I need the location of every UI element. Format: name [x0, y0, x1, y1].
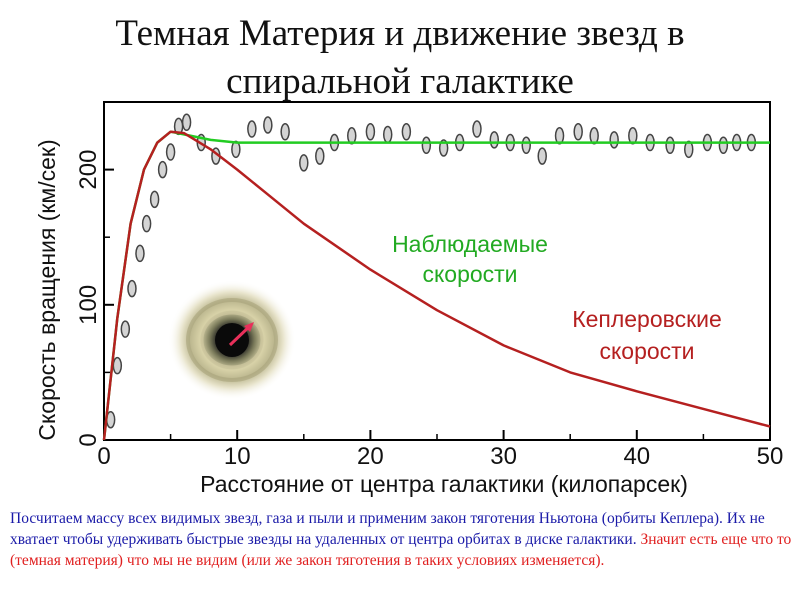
observed-star-point — [573, 122, 583, 141]
observed-star-point — [247, 120, 257, 138]
y-axis-label: Скорость вращения (км/сек) — [34, 139, 60, 440]
keplerian-velocity-line — [102, 130, 771, 441]
observed-star-point — [421, 136, 432, 155]
caption-part-1: Посчитаем массу всех видимых звезд, газа… — [10, 510, 765, 548]
y-tick-label: 0 — [75, 433, 102, 446]
observed-star-point — [127, 279, 137, 298]
x-tick-label: 40 — [623, 443, 650, 470]
observed-star-point — [521, 136, 531, 155]
observed-star-point — [472, 120, 482, 138]
observed-star-point — [365, 122, 376, 141]
y-tick-label: 200 — [75, 150, 102, 190]
observed-star-point — [315, 147, 325, 165]
observed-star-point — [609, 131, 619, 149]
observed-star-point — [683, 140, 694, 159]
caption-part-2: Значит есть еще что то (темная материя) … — [10, 531, 792, 569]
galaxy-image — [168, 280, 296, 400]
arrow-head-icon — [244, 322, 254, 332]
observed-star-point — [149, 190, 160, 209]
keplerian-label-line-1: Кеплеровские — [572, 306, 722, 332]
observed-star-point — [120, 320, 131, 338]
observed-star-point — [135, 244, 145, 263]
x-axis-label: Расстояние от центра галактики (килопарс… — [200, 471, 688, 497]
x-tick-label: 30 — [490, 443, 517, 470]
observed-star-point — [157, 160, 168, 179]
observed-star-point — [382, 125, 393, 144]
x-tick-label: 0 — [97, 443, 110, 470]
keplerian-label-line-2: скорости — [599, 338, 694, 364]
observed-star-point — [718, 136, 729, 155]
observed-star-point — [263, 116, 273, 134]
caption: Посчитаем массу всех видимых звезд, газа… — [10, 508, 792, 571]
observed-star-point — [181, 113, 192, 132]
observed-star-point — [165, 143, 176, 161]
observed-star-point — [280, 122, 290, 141]
page-title: Темная Материя и движение звезд в спирал… — [0, 10, 800, 106]
title-line-1: Темная Материя и движение звезд в — [115, 13, 685, 54]
observed-star-point — [438, 139, 449, 157]
observed-star-point — [299, 154, 309, 172]
x-tick-label: 10 — [224, 443, 251, 470]
observed-label-line-2: скорости — [422, 261, 517, 287]
x-tick-label: 20 — [357, 443, 384, 470]
observed-star-point — [665, 136, 675, 155]
observed-star-point — [141, 214, 152, 233]
x-tick-label: 50 — [757, 443, 784, 470]
observed-star-point — [112, 356, 123, 375]
observed-star-point — [537, 147, 547, 165]
observed-star-point — [401, 122, 412, 141]
y-tick-label: 100 — [75, 285, 102, 325]
title-line-2: спиральной галактике — [226, 61, 574, 102]
observed-label-line-1: Наблюдаемые — [392, 231, 548, 257]
observed-star-point — [489, 131, 500, 149]
